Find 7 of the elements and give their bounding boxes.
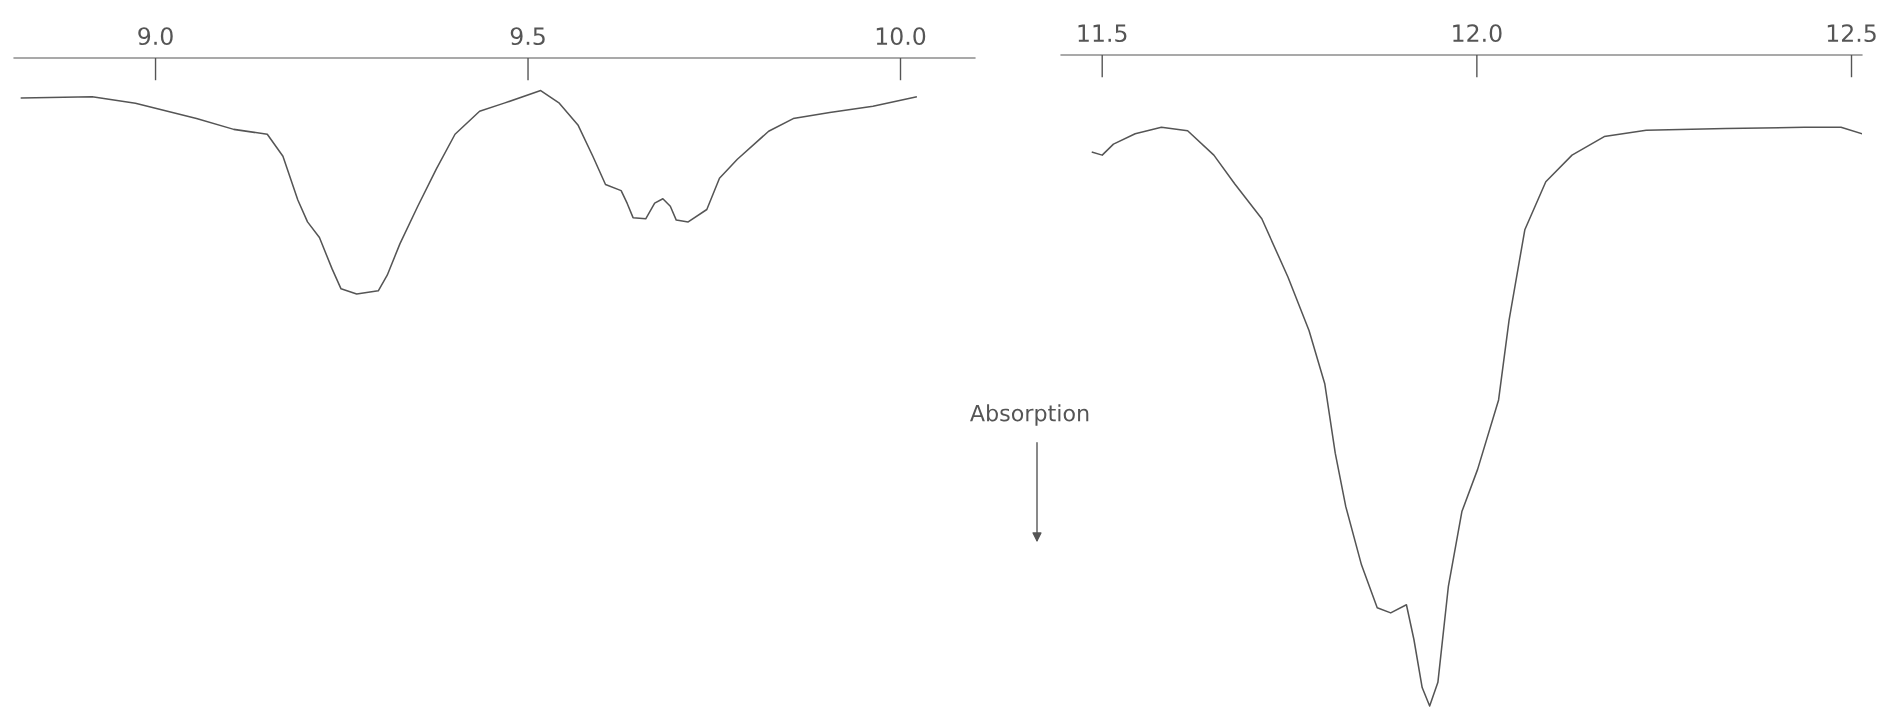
x-tick-label: 12.0 (1453, 24, 1502, 43)
x-tick-label: 9.5 (510, 27, 545, 46)
x-tick-label: 11.5 (1078, 24, 1127, 43)
annotation: Absorption (970, 404, 1089, 426)
x-tick-label: 9.0 (138, 27, 173, 46)
x-tick-label: 12.5 (1827, 24, 1876, 43)
x-tick-label: 10.0 (876, 27, 926, 46)
